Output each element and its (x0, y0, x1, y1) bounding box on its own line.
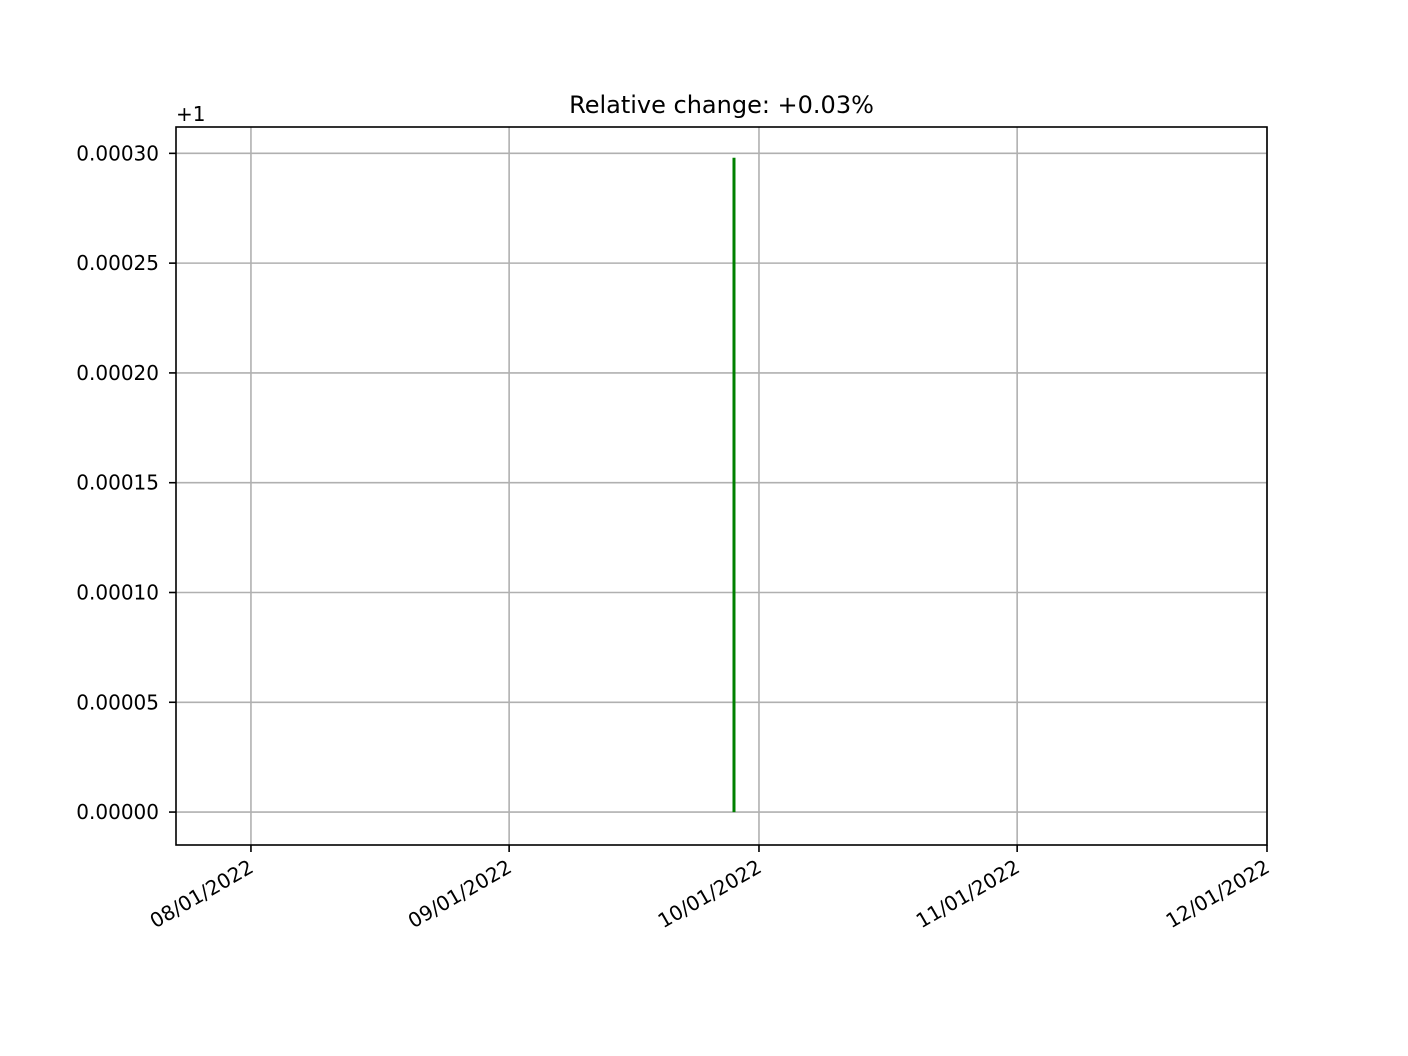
y-tick-label: 0.00015 (76, 471, 159, 495)
grid (176, 127, 1268, 845)
plot-frame (175, 126, 1268, 846)
y-tick-label: 0.00020 (76, 361, 159, 385)
x-tick-label: 08/01/2022 (146, 855, 258, 933)
x-tick-label: 10/01/2022 (654, 855, 766, 933)
y-tick-label: 0.00010 (76, 580, 159, 604)
x-axis: 08/01/2022 09/01/2022 10/01/2022 11/01/2022… (146, 845, 1274, 933)
x-tick-label: 12/01/2022 (1162, 855, 1274, 933)
y-tick-label: 0.00025 (76, 251, 159, 275)
chart-title: Relative change: +0.03% (569, 91, 874, 119)
x-tick-label: 09/01/2022 (404, 855, 516, 933)
y-axis-offset-label: +1 (176, 102, 205, 126)
y-tick-label: 0.00005 (76, 690, 159, 714)
x-tick-label: 11/01/2022 (912, 855, 1024, 933)
y-tick-label: 0.00000 (76, 800, 159, 824)
y-axis: 0.00000 0.00005 0.00010 0.00015 0.00020 0.000… (76, 141, 176, 824)
y-tick-label: 0.00030 (76, 141, 159, 165)
